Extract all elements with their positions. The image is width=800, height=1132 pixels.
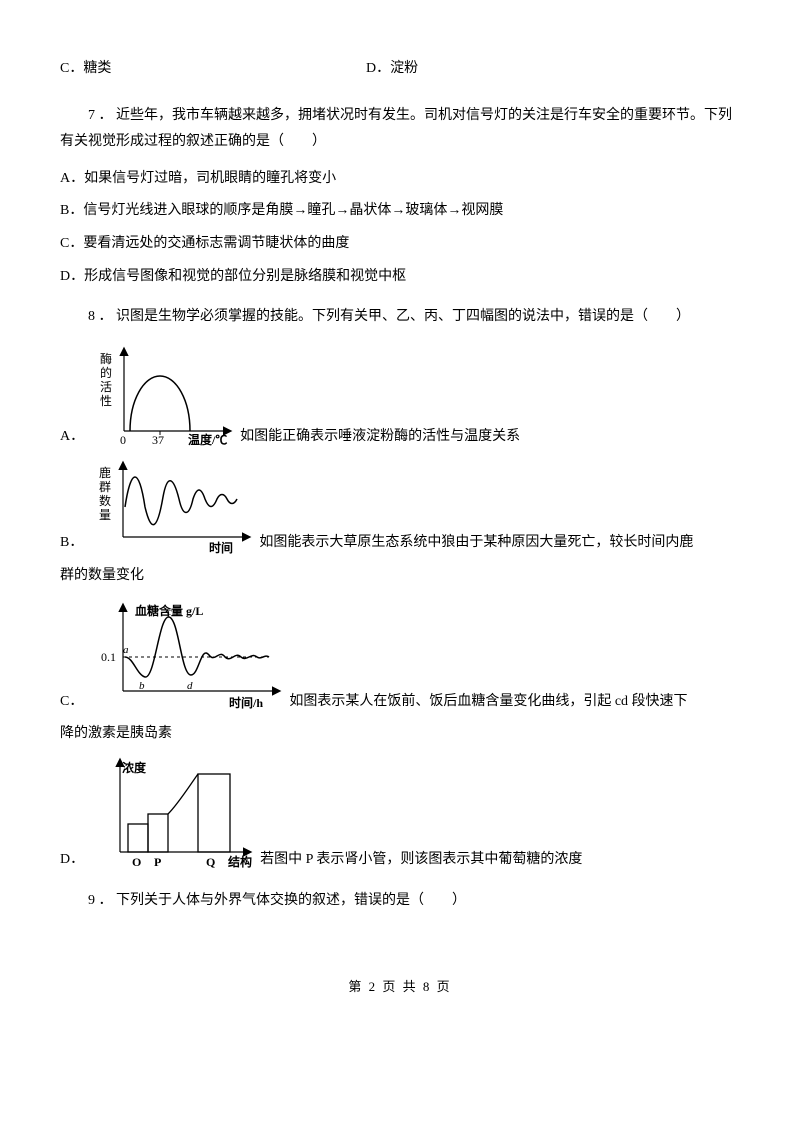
q8-option-d: D． 浓度 O P Q 结构 若图中 P 表示肾小管，则该图表示其中葡萄糖的浓度 [60, 754, 740, 874]
q8-option-b: B． 鹿 群 数 量 时间 如图能表示大草原生态系统中狼由于某种原因大量死亡，较… [60, 457, 740, 557]
q8-a-text: 如图能正确表示唾液淀粉酶的活性与温度关系 [240, 424, 520, 451]
svg-text:O: O [132, 855, 141, 869]
svg-text:c: c [167, 606, 172, 618]
svg-text:性: 性 [100, 394, 112, 408]
chart-b-deer-icon: 鹿 群 数 量 时间 [89, 457, 259, 557]
page-footer: 第 2 页 共 8 页 [60, 975, 740, 1000]
q8-b-label: B． [60, 530, 83, 557]
svg-text:0: 0 [120, 433, 126, 447]
option-d: D．淀粉 [366, 56, 740, 83]
svg-text:的: 的 [100, 365, 112, 380]
svg-text:温度/℃: 温度/℃ [188, 432, 227, 447]
q9-stem: 9 ． 下列关于人体与外界气体交换的叙述，错误的是（ ） [60, 888, 740, 915]
option-c: C．糖类 [60, 56, 366, 83]
svg-text:活: 活 [100, 380, 112, 394]
options-cd-row: C．糖类 D．淀粉 [60, 50, 740, 89]
svg-text:酶: 酶 [100, 351, 112, 366]
q8-d-label: D． [60, 847, 84, 874]
svg-text:P: P [154, 855, 161, 869]
svg-text:时间: 时间 [209, 540, 233, 555]
q8-c-text: 如图表示某人在饭前、饭后血糖含量变化曲线，引起 cd 段快速下 [289, 689, 687, 716]
svg-text:结构: 结构 [228, 854, 252, 869]
q8-stem: 8 ． 识图是生物学必须掌握的技能。下列有关甲、乙、丙、丁四幅图的说法中，错误的… [60, 304, 740, 331]
svg-text:0.1: 0.1 [101, 650, 116, 664]
q8-d-text: 若图中 P 表示肾小管，则该图表示其中葡萄糖的浓度 [260, 847, 582, 874]
chart-c-blood-sugar-icon: 血糖含量 g/L 0.1 a b c d 时间/h [89, 595, 289, 715]
svg-text:群: 群 [99, 480, 111, 494]
svg-text:鹿: 鹿 [99, 465, 111, 480]
q8-option-a: A． 酶 的 活 性 0 37 温度/℃ 如图能正确表示唾液淀粉酶的活性与温度关… [60, 341, 740, 451]
q8-option-c: C． 血糖含量 g/L 0.1 a b c d 时间/h 如图表示某人在饭前、饭… [60, 595, 740, 715]
svg-text:b: b [139, 680, 145, 692]
q7-option-a: A．如果信号灯过暗，司机眼睛的瞳孔将变小 [60, 166, 740, 193]
q8-b-cont: 群的数量变化 [60, 563, 740, 590]
svg-text:a: a [123, 644, 129, 656]
q7-option-c: C．要看清远处的交通标志需调节睫状体的曲度 [60, 231, 740, 258]
svg-text:37: 37 [152, 433, 164, 447]
q8-a-label: A． [60, 424, 84, 451]
chart-d-concentration-icon: 浓度 O P Q 结构 [90, 754, 260, 874]
q8-b-text: 如图能表示大草原生态系统中狼由于某种原因大量死亡，较长时间内鹿 [259, 530, 693, 557]
q8-c-label: C． [60, 689, 83, 716]
svg-text:d: d [187, 680, 193, 692]
svg-text:时间/h: 时间/h [229, 695, 263, 710]
svg-text:数: 数 [99, 493, 111, 508]
q7-option-d: D．形成信号图像和视觉的部位分别是脉络膜和视觉中枢 [60, 264, 740, 291]
q7-option-b: B．信号灯光线进入眼球的顺序是角膜→瞳孔→晶状体→玻璃体→视网膜 [60, 198, 740, 225]
q7-stem: 7 ． 近些年，我市车辆越来越多，拥堵状况时有发生。司机对信号灯的关注是行车安全… [60, 103, 740, 156]
svg-text:Q: Q [206, 855, 215, 869]
svg-text:量: 量 [99, 508, 111, 522]
svg-text:浓度: 浓度 [122, 760, 147, 775]
q8-c-cont: 降的激素是胰岛素 [60, 721, 740, 748]
chart-a-enzyme-icon: 酶 的 活 性 0 37 温度/℃ [90, 341, 240, 451]
